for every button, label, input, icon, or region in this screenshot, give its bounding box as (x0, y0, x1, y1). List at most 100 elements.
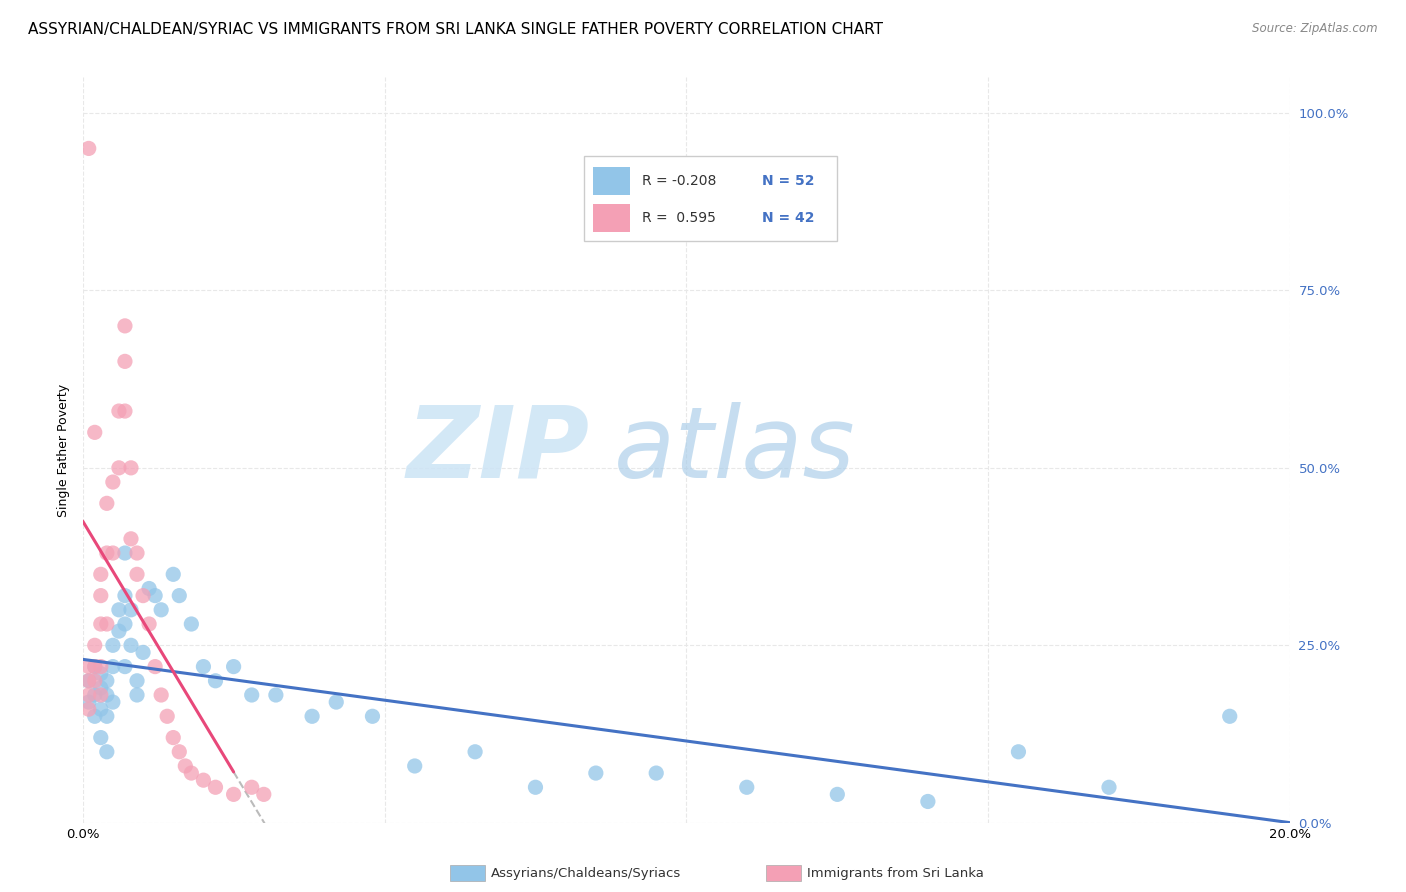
Point (101, 546, 124, 560)
Point (138, 582, 160, 596)
Point (77, 688, 100, 702)
Point (193, 659, 215, 673)
Text: R = -0.208: R = -0.208 (641, 174, 716, 188)
Point (108, 460, 131, 475)
Point (361, 709, 384, 723)
Point (114, 354, 136, 368)
Point (90, 589, 112, 603)
Point (132, 589, 155, 603)
Point (120, 638, 142, 652)
Point (917, 795, 939, 809)
Point (240, 688, 263, 702)
Point (108, 624, 131, 639)
Point (240, 780, 263, 795)
Point (83, 673, 105, 688)
Point (222, 788, 245, 802)
Point (83, 425, 105, 440)
Point (101, 695, 124, 709)
Text: Source: ZipAtlas.com: Source: ZipAtlas.com (1253, 22, 1378, 36)
Point (301, 709, 323, 723)
Text: N = 52: N = 52 (762, 174, 815, 188)
Bar (593, 167, 630, 195)
Text: Assyrians/Chaldeans/Syriacs: Assyrians/Chaldeans/Syriacs (491, 867, 681, 880)
Point (180, 766, 202, 780)
Point (143, 589, 166, 603)
Point (83, 688, 105, 702)
Point (125, 546, 148, 560)
Point (156, 709, 179, 723)
Point (162, 567, 184, 582)
Point (90, 659, 112, 673)
Point (83, 709, 105, 723)
Point (204, 780, 226, 795)
Y-axis label: Single Father Poverty: Single Father Poverty (58, 384, 70, 516)
Point (204, 673, 226, 688)
Point (585, 766, 607, 780)
Point (77, 702, 100, 716)
Point (96, 496, 118, 510)
Point (125, 567, 148, 582)
Point (193, 773, 215, 788)
Point (325, 695, 347, 709)
Point (77, 673, 100, 688)
Point (120, 460, 142, 475)
Point (101, 659, 124, 673)
Point (1007, 745, 1029, 759)
Point (90, 666, 112, 681)
Point (108, 603, 131, 617)
Point (90, 702, 112, 716)
Point (77, 141, 100, 155)
Point (120, 532, 142, 546)
Point (83, 659, 105, 673)
Point (827, 788, 849, 802)
Point (90, 731, 112, 745)
Text: ZIP: ZIP (406, 401, 589, 499)
Point (735, 780, 758, 795)
Point (132, 645, 155, 659)
Point (253, 788, 276, 802)
Point (264, 688, 287, 702)
FancyBboxPatch shape (583, 156, 838, 242)
Text: atlas: atlas (614, 401, 856, 499)
Point (162, 731, 184, 745)
Point (96, 546, 118, 560)
Point (150, 603, 173, 617)
Point (77, 659, 100, 673)
Point (138, 617, 160, 632)
Point (180, 617, 202, 632)
Point (114, 546, 136, 560)
Point (169, 589, 191, 603)
Point (169, 745, 191, 759)
Point (83, 659, 105, 673)
Point (645, 766, 668, 780)
Point (174, 759, 197, 773)
Point (120, 603, 142, 617)
Point (96, 688, 118, 702)
Point (96, 673, 118, 688)
Bar (593, 204, 630, 233)
Point (150, 688, 173, 702)
Point (1219, 709, 1241, 723)
Point (96, 709, 118, 723)
Point (108, 404, 131, 418)
Text: ASSYRIAN/CHALDEAN/SYRIAC VS IMMIGRANTS FROM SRI LANKA SINGLE FATHER POVERTY CORR: ASSYRIAN/CHALDEAN/SYRIAC VS IMMIGRANTS F… (28, 22, 883, 37)
Point (96, 745, 118, 759)
Point (114, 404, 136, 418)
Point (101, 475, 124, 489)
Point (524, 780, 547, 795)
Point (114, 659, 136, 673)
Point (125, 688, 148, 702)
Point (222, 659, 245, 673)
Point (90, 681, 112, 695)
Point (404, 759, 426, 773)
Text: Immigrants from Sri Lanka: Immigrants from Sri Lanka (807, 867, 984, 880)
Point (90, 567, 112, 582)
Point (114, 589, 136, 603)
Point (101, 638, 124, 652)
Point (90, 617, 112, 632)
Point (114, 318, 136, 333)
Text: N = 42: N = 42 (762, 211, 815, 226)
Point (143, 659, 166, 673)
Point (96, 617, 118, 632)
Point (464, 745, 486, 759)
